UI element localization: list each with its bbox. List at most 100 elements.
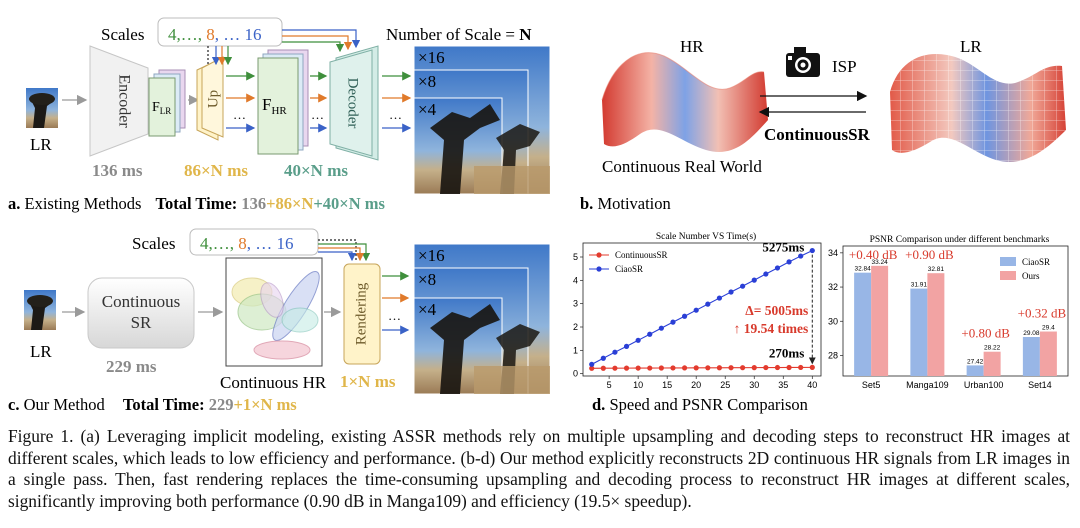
lr-label-b: LR xyxy=(960,37,982,56)
category-label: Urban100 xyxy=(964,380,1004,390)
continuous-sr-line1: Continuous xyxy=(102,292,180,311)
y-tick-label: 5 xyxy=(573,252,578,262)
bar-Ours-Urban100 xyxy=(983,351,1001,376)
data-point-ContinuousSR xyxy=(589,365,595,371)
data-point-CiaoSR xyxy=(740,283,746,289)
continuous-sr-line2: SR xyxy=(131,313,152,332)
f-lr-block: FLR xyxy=(148,69,186,137)
data-point-ContinuousSR xyxy=(623,365,630,371)
camera-icon xyxy=(786,47,820,77)
number-of-scale: Number of Scale = N xyxy=(386,25,532,44)
time-sr: 229 ms xyxy=(106,357,157,376)
x-tick-label: 35 xyxy=(778,380,788,390)
lr-label-a: LR xyxy=(30,135,52,154)
legend-label: CiaoSR xyxy=(615,264,643,274)
x-tick-label: 10 xyxy=(633,380,643,390)
data-point-CiaoSR xyxy=(681,313,688,319)
x-tick-label: 20 xyxy=(691,380,701,390)
category-label: Set14 xyxy=(1028,380,1052,390)
line-chart-title: Scale Number VS Time(s) xyxy=(656,231,756,242)
decoder-block: Decoder xyxy=(329,45,379,161)
bar-CiaoSR-Manga109 xyxy=(910,288,928,376)
time-up: 86×N ms xyxy=(184,161,248,180)
bar-value-label: 32.84 xyxy=(854,266,871,273)
legend-label: ContinuousSR xyxy=(615,250,668,260)
caption-c: c. Our Method Total Time: 229+1×N ms xyxy=(8,395,297,414)
x-tick-label: 30 xyxy=(749,380,759,390)
bar-chart-title: PSNR Comparison under different benchmar… xyxy=(870,234,1050,245)
bottom-value-label: 270ms xyxy=(769,345,804,360)
data-point-ContinuousSR xyxy=(716,365,723,371)
legend-label: Ours xyxy=(1022,271,1040,281)
bar-value-label: 29.4 xyxy=(1042,325,1055,332)
continuous-sr-block: Continuous SR xyxy=(87,277,195,349)
data-point-CiaoSR xyxy=(635,337,641,343)
y-tick-label: 2 xyxy=(573,322,578,332)
rendering-label: Rendering xyxy=(353,282,369,345)
data-point-ContinuousSR xyxy=(681,365,688,371)
scale-item-0: 4,…, xyxy=(168,25,206,44)
scales-label-c: Scales xyxy=(132,234,175,253)
line-chart: Scale Number VS Time(s)5 10 15 20 25 30 35 4001… xyxy=(573,231,822,390)
panel-d: Scale Number VS Time(s)5 10 15 20 25 30 35 4001… xyxy=(573,231,1069,414)
scales-list-a: 4,…, 8, … 16 xyxy=(168,25,262,44)
scales-box-c xyxy=(189,228,319,256)
scale-item-1: 8 xyxy=(206,25,215,44)
legend-swatch xyxy=(1000,257,1016,266)
data-point-ContinuousSR xyxy=(647,365,653,371)
lr-image-a xyxy=(26,88,58,128)
decoder-label: Decoder xyxy=(345,78,361,129)
legend-swatch xyxy=(1000,271,1016,280)
top-value-label: 5275ms xyxy=(762,240,804,255)
data-point-CiaoSR xyxy=(693,307,699,313)
category-label: Manga109 xyxy=(906,380,949,390)
data-point-ContinuousSR xyxy=(786,364,792,371)
ellipsis-a1: … xyxy=(233,107,246,122)
data-point-ContinuousSR xyxy=(705,365,711,371)
scale-x8-c: ×8 xyxy=(418,270,436,289)
ellipsis-a3: … xyxy=(389,107,402,122)
bar-CiaoSR-Set5 xyxy=(854,272,872,376)
f-lr-label: FLR xyxy=(152,100,171,116)
scale-x8-a: ×8 xyxy=(418,72,436,91)
panel-c: LR Continuous SR 229 ms Scales 4,…, 8, …… xyxy=(8,228,551,414)
x-tick-label: 15 xyxy=(662,380,672,390)
caption-a: a. Existing Methods Total Time: 136+86×N… xyxy=(8,194,385,213)
bar-value-label: 27.42 xyxy=(967,358,984,365)
scale-item-2: , … 16 xyxy=(215,25,262,44)
x-tick-label: 5 xyxy=(607,380,612,390)
bar-Ours-Manga109 xyxy=(927,273,945,376)
bar-value-label: 32.81 xyxy=(928,266,945,273)
bar-CiaoSR-Urban100 xyxy=(966,365,984,376)
continuous-sr-b: ContinuousSR xyxy=(764,125,871,144)
bar-value-label: 29.08 xyxy=(1023,330,1040,337)
ellipsis-a2: … xyxy=(311,107,324,122)
gain-label: +0.80 dB xyxy=(961,326,1010,341)
bar-value-label: 28.22 xyxy=(984,345,1001,352)
f-hr-block: FHR xyxy=(257,49,309,155)
encoder-block: Encoder xyxy=(89,45,149,157)
scale-item-1: 8 xyxy=(238,234,247,253)
data-point-CiaoSR xyxy=(786,259,792,265)
x-tick-label: 40 xyxy=(807,380,817,390)
x-tick-label: 25 xyxy=(720,380,730,390)
data-point-ContinuousSR xyxy=(693,365,699,371)
encoder-label: Encoder xyxy=(115,74,132,128)
data-point-CiaoSR xyxy=(809,247,815,254)
data-point-CiaoSR xyxy=(658,325,664,331)
data-point-CiaoSR xyxy=(774,265,781,271)
bar-CiaoSR-Set14 xyxy=(1022,337,1040,376)
bar-Ours-Set14 xyxy=(1039,331,1057,376)
panel-a: LR Encoder 136 ms FLR Up 86×N ms Scales … xyxy=(8,17,551,213)
y-tick-label: 1 xyxy=(573,345,578,355)
y-tick-label: 34 xyxy=(828,248,838,258)
data-point-CiaoSR xyxy=(612,349,618,355)
y-tick-label: 0 xyxy=(573,369,578,379)
up-label: Up xyxy=(205,90,221,108)
gain-label: +0.40 dB xyxy=(849,247,898,262)
data-point-ContinuousSR xyxy=(600,365,606,371)
isp-label: ISP xyxy=(832,57,857,76)
scale-item-0: 4,…, xyxy=(200,234,238,253)
data-point-CiaoSR xyxy=(705,301,711,307)
ellipsis-c: … xyxy=(388,308,401,323)
